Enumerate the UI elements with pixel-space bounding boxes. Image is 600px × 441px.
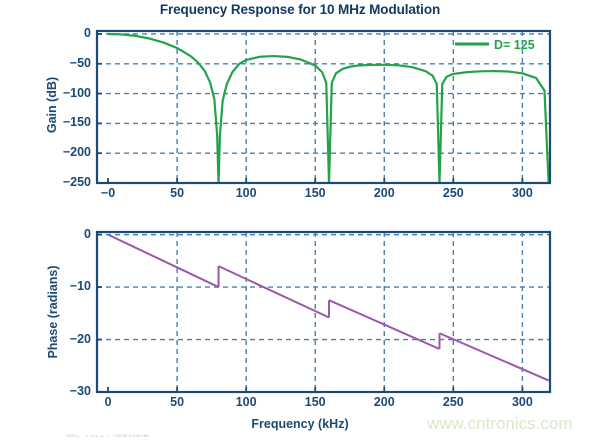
plot-frame [95,230,552,394]
y-tick-label: −30 [69,384,91,398]
y-tick-label: 0 [84,25,91,40]
gain-plot-area [95,29,552,185]
x-tick-label: 300 [511,395,533,409]
x-tick-label: 250 [442,186,464,200]
y-tick-label: −50 [69,55,91,70]
y-tick-label: −150 [62,115,91,130]
series-line-phase-segment [328,299,440,350]
x-axis-label: Frequency (kHz) [251,417,349,431]
y-tick-label: −200 [62,145,91,160]
x-tick-label: 100 [235,395,257,409]
series-line-phase-segment [439,332,550,382]
series-line-gain [106,32,550,183]
x-tick-label: 150 [304,395,326,409]
series-line-phase-segment [218,265,330,319]
watermark-cntronics: www.cntronics.com [427,414,573,433]
data-layer [107,233,550,382]
x-tick-label: −0 [100,186,116,200]
y-tick-label: −250 [62,175,91,189]
y-tick-label: −100 [62,85,91,100]
x-tick-label: 0 [104,395,112,409]
page-title: Frequency Response for 10 MHz Modulation [159,2,441,17]
x-tick-label: 300 [511,186,533,200]
series-line-phase-segment [107,233,219,288]
x-tick-label: 200 [373,186,395,200]
x-tick-label: 150 [304,186,326,200]
x-tick-label: 250 [442,395,464,409]
y-tick-label: −20 [69,331,91,346]
y-tick-label: −10 [69,279,91,294]
legend-label-d125: D= 125 [494,38,535,52]
x-tick-label: 100 [235,186,257,200]
y-tick-label: 0 [84,226,91,241]
cropped-caption-text: 图3. 10MHz调制频率 [66,432,150,437]
x-tick-label: 50 [170,186,185,200]
phase-plot-area [95,230,552,394]
data-layer [106,32,550,183]
x-tick-label: 200 [373,395,395,409]
plot-frame [95,29,552,185]
x-tick-label: 50 [170,395,185,409]
